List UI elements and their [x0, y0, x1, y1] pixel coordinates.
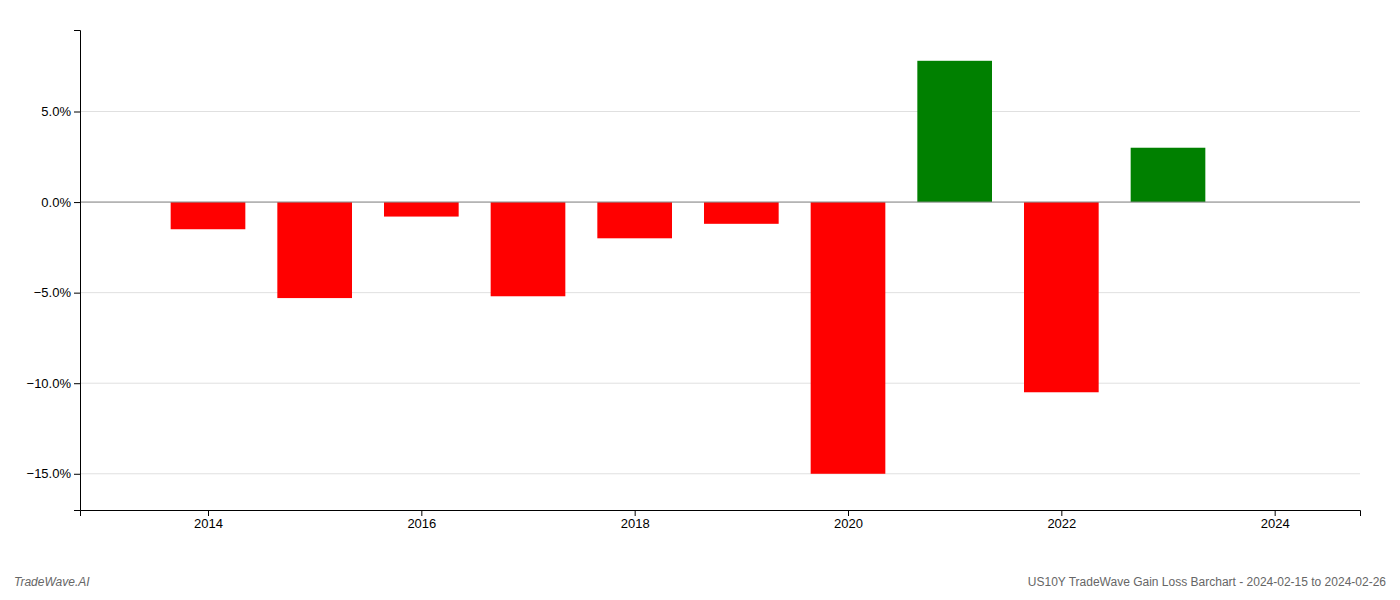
y-tick: 5.0%	[41, 104, 80, 119]
zero-line	[80, 202, 1360, 203]
y-tick: −10.0%	[27, 376, 80, 391]
y-tick-label: −5.0%	[34, 285, 72, 300]
x-tick: 2018	[621, 510, 650, 531]
x-tick: 2024	[1261, 510, 1290, 531]
x-tick-label: 2024	[1261, 516, 1290, 531]
bar	[597, 202, 672, 238]
bar	[1131, 148, 1206, 202]
y-tick: 0.0%	[41, 195, 80, 210]
bar	[1024, 202, 1099, 392]
y-tick-label: −15.0%	[27, 466, 72, 481]
bar	[491, 202, 566, 296]
y-axis: −15.0% −10.0% −5.0% 0.0% 5.0%	[27, 31, 81, 511]
bar	[277, 202, 352, 298]
x-tick-label: 2018	[621, 516, 650, 531]
y-tick: −15.0%	[27, 466, 80, 481]
y-tick-mark	[74, 293, 80, 294]
y-tick-mark	[74, 112, 80, 113]
x-tick-label: 2020	[834, 516, 863, 531]
bar	[384, 202, 459, 216]
x-tick-mark	[848, 510, 849, 516]
grid-line	[80, 202, 1360, 203]
bars	[171, 61, 1206, 474]
chart-svg: 2014 2016 2018 2020 2022 2024 −15.0% −10.0% −5.0…	[0, 0, 1400, 600]
y-tick-label: 5.0%	[41, 104, 71, 119]
y-tick-label: 0.0%	[41, 195, 71, 210]
x-axis-line	[81, 511, 1361, 517]
y-tick-mark	[74, 202, 80, 203]
x-tick: 2022	[1047, 510, 1076, 531]
x-tick: 2014	[194, 510, 223, 531]
y-tick: −5.0%	[34, 285, 80, 300]
x-tick-label: 2016	[407, 516, 436, 531]
grid-line	[80, 111, 1360, 112]
y-tick-mark	[74, 474, 80, 475]
grid-line	[80, 473, 1360, 474]
bar	[171, 202, 246, 229]
bar	[811, 202, 886, 474]
bar	[704, 202, 779, 224]
footer-left: TradeWave.AI	[14, 575, 90, 589]
y-tick-label: −10.0%	[27, 376, 72, 391]
x-tick-mark	[421, 510, 422, 516]
y-tick-mark	[74, 383, 80, 384]
x-tick-label: 2022	[1047, 516, 1076, 531]
x-tick: 2016	[407, 510, 436, 531]
x-tick: 2020	[834, 510, 863, 531]
grid-line	[80, 292, 1360, 293]
x-tick-mark	[1061, 510, 1062, 516]
x-tick-mark	[1275, 510, 1276, 516]
x-axis: 2014 2016 2018 2020 2022 2024	[81, 510, 1361, 531]
x-tick-mark	[208, 510, 209, 516]
bar	[917, 61, 992, 202]
title: US10Y TradeWave Gain Loss Barchart - 202…	[1028, 575, 1387, 589]
grid-line	[80, 383, 1360, 384]
y-axis-line	[74, 31, 81, 511]
grid	[80, 112, 1360, 474]
x-tick-label: 2014	[194, 516, 223, 531]
plot-area: 2014 2016 2018 2020 2022 2024 −15.0% −10.0% −5.0…	[27, 31, 1361, 532]
x-tick-mark	[635, 510, 636, 516]
